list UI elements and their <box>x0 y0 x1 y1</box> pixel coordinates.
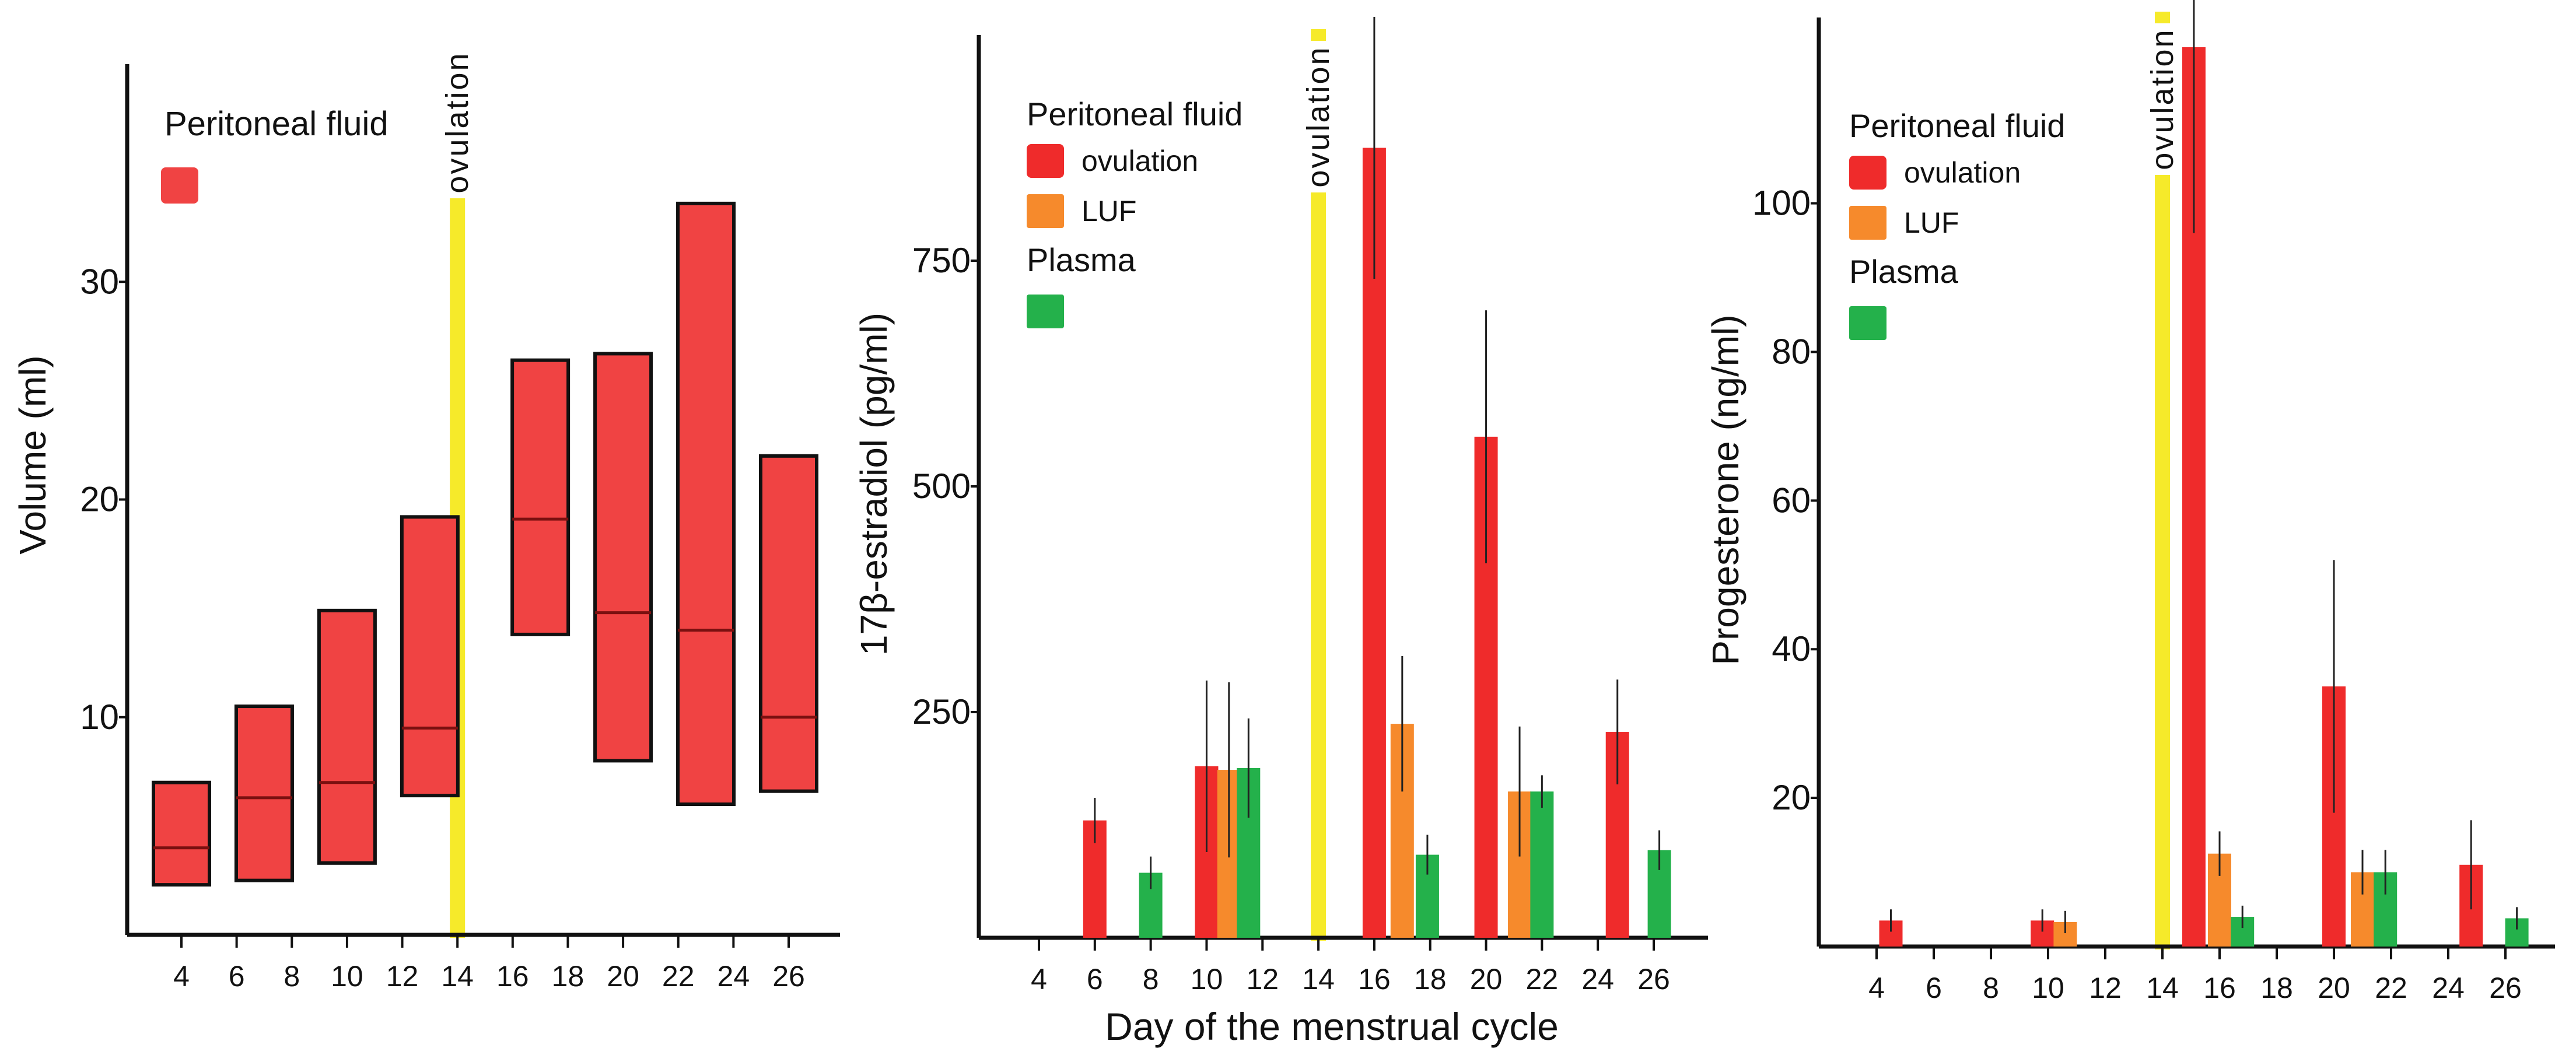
legend-label-luf: LUF <box>1082 195 1136 227</box>
x-tick-label: 26 <box>1637 963 1670 996</box>
y-tick-label: 20 <box>80 480 119 519</box>
ovulation-label: ovulation <box>2145 28 2180 170</box>
x-tick-label: 14 <box>2146 972 2179 1004</box>
x-tick-label: 26 <box>772 960 805 993</box>
legend-swatch-peritoneal <box>161 167 198 204</box>
volume-box <box>510 358 570 636</box>
bar-ovulation <box>1362 148 1386 938</box>
y-tick-label: 750 <box>912 241 971 280</box>
y-tick-label: 30 <box>80 262 119 301</box>
y-tick-label: 100 <box>1752 184 1811 223</box>
x-tick-label: 12 <box>1246 963 1279 996</box>
x-tick-label: 18 <box>552 960 584 993</box>
x-tick-label: 8 <box>1983 972 1999 1004</box>
legend-group-peritoneal: Peritoneal fluid <box>1027 96 1242 132</box>
volume-panel: ovulation 10 20 30 4 6 8 10 12 14 16 18 20 22 24 26 Volu… <box>12 47 840 993</box>
ovulation-label-box <box>441 47 474 198</box>
x-tick-label: 16 <box>2203 972 2236 1004</box>
x-tick-label: 24 <box>2432 972 2465 1004</box>
y-tick-label: 80 <box>1772 332 1811 371</box>
x-tick-label: 6 <box>229 960 245 993</box>
x-tick-label: 10 <box>2032 972 2064 1004</box>
ovulation-label-box <box>1302 41 1335 192</box>
legend-swatch-plasma <box>1849 306 1887 340</box>
x-tick-label: 4 <box>1868 972 1885 1004</box>
legend-swatch-luf <box>1027 194 1064 228</box>
x-tick-label: 18 <box>1414 963 1447 996</box>
y-tick-label: 40 <box>1772 629 1811 668</box>
x-tick-label: 12 <box>386 960 419 993</box>
volume-box <box>759 454 818 793</box>
x-tick-label: 22 <box>2375 972 2407 1004</box>
volume-box <box>400 515 460 798</box>
x-tick-label: 22 <box>1526 963 1559 996</box>
x-tick-label: 6 <box>1087 963 1103 996</box>
x-tick-label: 16 <box>1358 963 1391 996</box>
legend-label-luf: LUF <box>1904 206 1959 239</box>
legend-swatch-luf <box>1849 206 1887 240</box>
progesterone-panel: ovulation 20 40 60 80 100 4 6 8 10 12 14 16 18 20 22 24 2… <box>1704 0 2555 1004</box>
ovulation-label: ovulation <box>440 51 475 193</box>
y-tick-label: 500 <box>912 467 971 506</box>
x-tick-label: 22 <box>662 960 695 993</box>
y-tick-label: 10 <box>80 698 119 737</box>
legend-group-peritoneal: Peritoneal fluid <box>1849 107 2065 144</box>
ovulation-label-box <box>2146 23 2179 175</box>
x-tick-label: 14 <box>441 960 474 993</box>
volume-box <box>676 201 736 807</box>
y-axis-label: 17β-estradiol (pg/ml) <box>853 313 895 656</box>
volume-box <box>152 780 211 887</box>
shared-x-axis-label: Day of the menstrual cycle <box>1105 1005 1559 1048</box>
x-tick-label: 26 <box>2489 972 2522 1004</box>
legend-swatch-plasma <box>1027 295 1064 328</box>
x-tick-label: 20 <box>1470 963 1503 996</box>
y-tick-label: 250 <box>912 692 971 731</box>
x-tick-label: 4 <box>173 960 190 993</box>
x-tick-label: 10 <box>331 960 363 993</box>
legend-label-ovulation: ovulation <box>1082 145 1198 177</box>
y-tick-label: 60 <box>1772 481 1811 520</box>
x-tick-label: 24 <box>1581 963 1614 996</box>
y-axis-label: Progesterone (ng/ml) <box>1704 314 1746 665</box>
ovulation-label: ovulation <box>1301 45 1336 187</box>
volume-box <box>317 608 377 865</box>
x-tick-label: 20 <box>2318 972 2350 1004</box>
legend-group-plasma: Plasma <box>1849 253 1959 290</box>
x-tick-label: 10 <box>1191 963 1223 996</box>
bar-plasma <box>1530 791 1554 938</box>
x-tick-label: 24 <box>718 960 750 993</box>
legend-swatch-ovulation <box>1027 144 1064 178</box>
x-tick-label: 18 <box>2260 972 2293 1004</box>
legend-group-plasma: Plasma <box>1027 241 1136 278</box>
legend-title: Peritoneal fluid <box>164 105 388 143</box>
y-tick-label: 20 <box>1772 778 1811 817</box>
legend-swatch-ovulation <box>1849 156 1887 190</box>
x-tick-label: 8 <box>1143 963 1159 996</box>
x-tick-label: 4 <box>1031 963 1047 996</box>
estradiol-panel: ovulation 250 500 750 4 6 8 10 12 14 16 18 20 22 24 26 1… <box>853 17 1708 996</box>
x-tick-label: 14 <box>1302 963 1335 996</box>
legend-label-ovulation: ovulation <box>1904 156 2021 189</box>
x-tick-label: 8 <box>284 960 300 993</box>
x-tick-label: 20 <box>607 960 639 993</box>
y-axis-label: Volume (ml) <box>12 355 54 554</box>
volume-box <box>234 705 294 882</box>
x-tick-label: 16 <box>496 960 529 993</box>
volume-box <box>593 352 653 763</box>
x-tick-label: 12 <box>2089 972 2122 1004</box>
x-tick-label: 6 <box>1926 972 1942 1004</box>
